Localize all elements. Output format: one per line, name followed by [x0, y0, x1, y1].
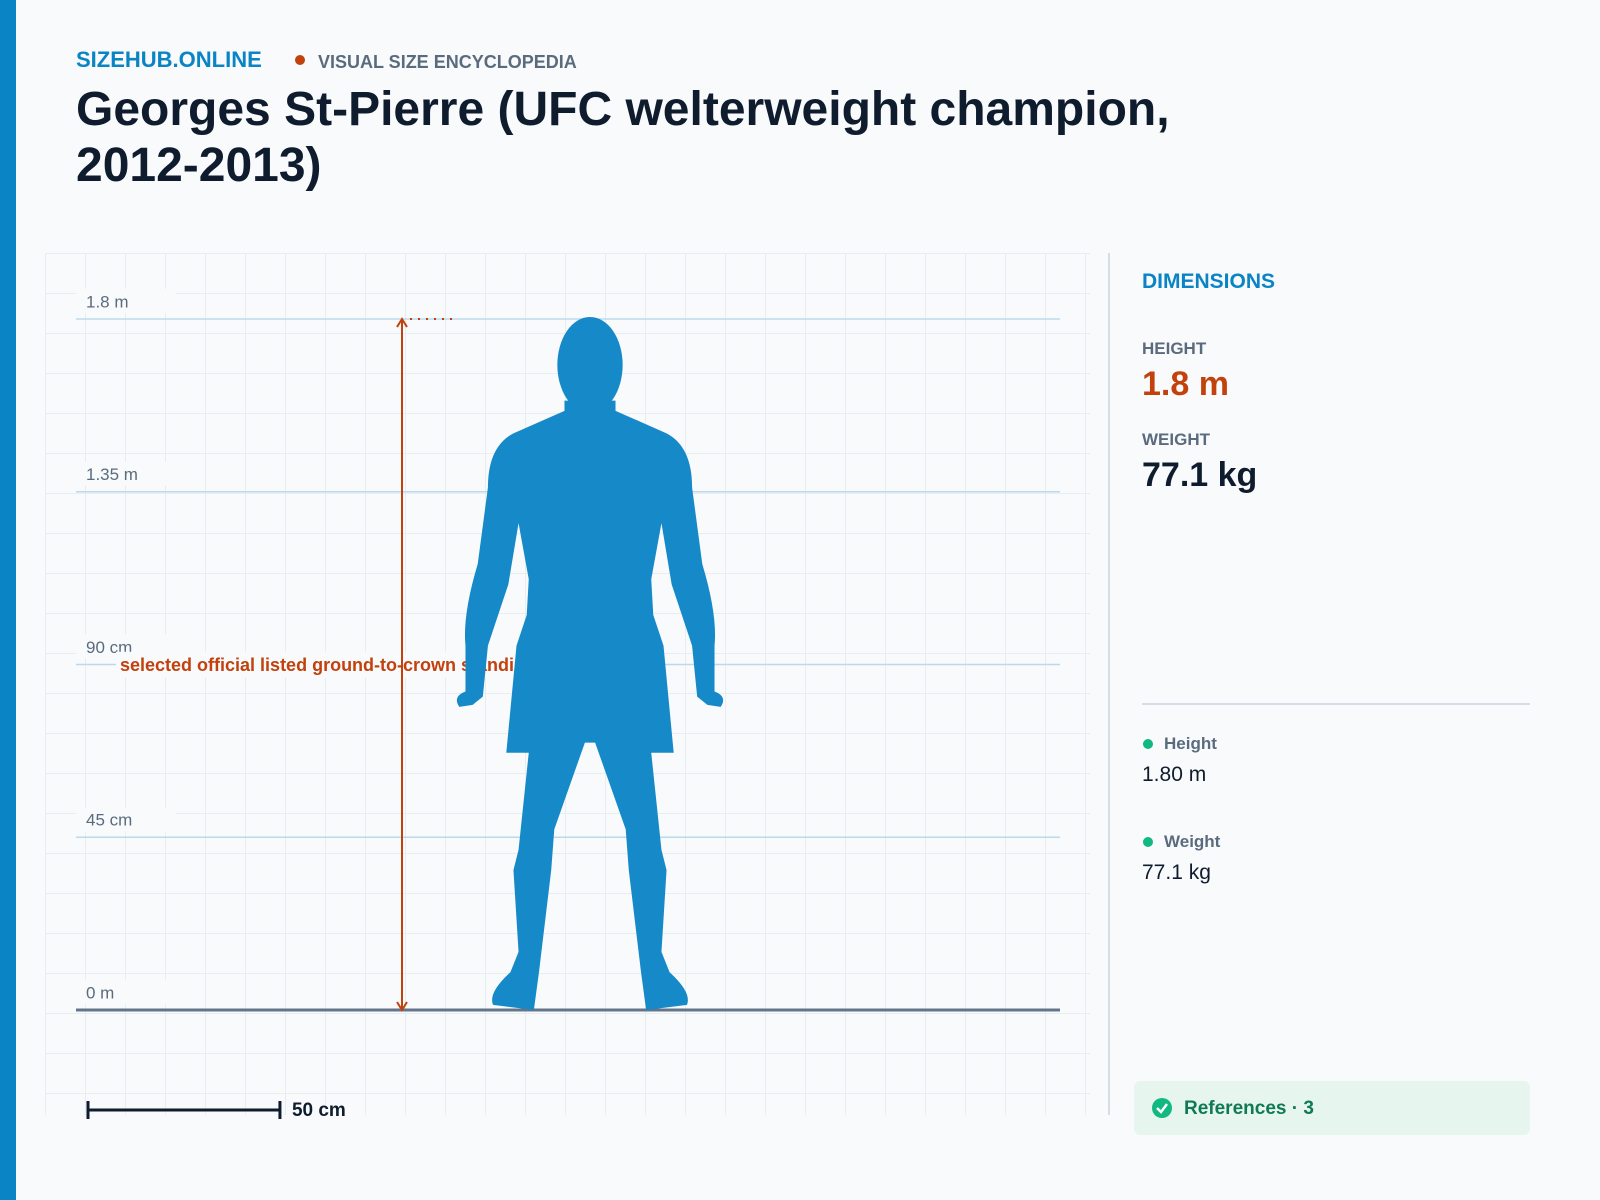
silhouette: [456, 316, 724, 1010]
arrow-head: [396, 317, 408, 1012]
label-bg: [76, 461, 176, 486]
item-value: 77.1 kg: [1142, 861, 1211, 884]
references-box[interactable]: References · 3: [1134, 1081, 1530, 1135]
y-tick-label: 45 cm: [86, 811, 132, 830]
label-bg: [76, 980, 176, 1004]
height-label: HEIGHT: [1142, 339, 1207, 358]
y-tick-label: 1.35 m: [86, 465, 138, 484]
page-title: Georges St-Pierre (UFC welterweight cham…: [76, 83, 1170, 192]
weight-label: WEIGHT: [1142, 430, 1210, 449]
weight-value: 77.1 kg: [1142, 456, 1258, 494]
references-label: References · 3: [1184, 1098, 1314, 1119]
y-tick-label: 1.8 m: [86, 292, 129, 311]
y-tick-label: 0 m: [86, 983, 114, 1002]
accent-bar: [0, 0, 16, 1200]
scale-bar-label: 50 cm: [292, 1100, 346, 1121]
divider: [1108, 253, 1110, 1115]
item-label: Weight: [1164, 832, 1221, 851]
sidebar-divider: [1142, 703, 1530, 705]
sidebar-heading: DIMENSIONS: [1142, 270, 1276, 293]
item-value: 1.80 m: [1142, 763, 1207, 786]
height-value: 1.8 m: [1142, 365, 1229, 403]
check-icon: [1152, 1098, 1172, 1118]
body: [456, 400, 724, 1010]
dot: [1143, 837, 1153, 847]
label-bg: [76, 807, 176, 832]
head: [557, 316, 623, 413]
tagline: VISUAL SIZE ENCYCLOPEDIA: [318, 52, 577, 72]
site-name[interactable]: SIZEHUB.ONLINE: [76, 47, 262, 72]
dot: [1143, 739, 1153, 749]
label-bg: [76, 289, 176, 313]
dot: [295, 55, 305, 65]
item-label: Height: [1164, 734, 1217, 753]
scale-bar: [86, 1101, 282, 1119]
